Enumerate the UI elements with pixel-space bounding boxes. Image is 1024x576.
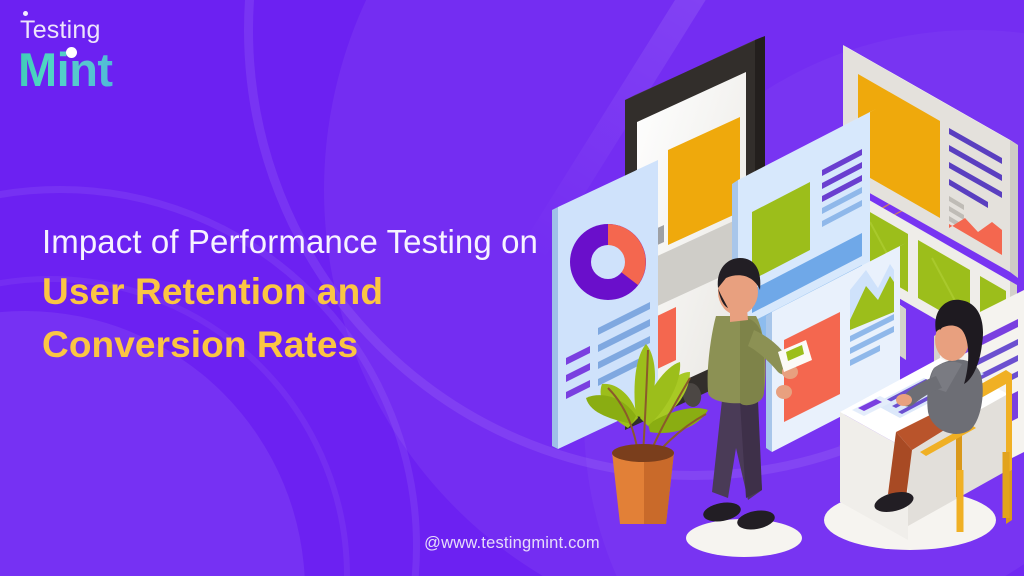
area-chart-card [766,243,906,452]
brand-logo[interactable]: Testing Mint [18,11,113,93]
logo-i-dot-icon [66,47,77,58]
potted-plant [586,344,708,524]
wall-dashboard-panel [843,45,1018,278]
headline-highlight-line-1: User Retention and [42,271,384,313]
logo-dot-icon [23,11,28,16]
headline-highlight-line-2: Conversion Rates [42,323,359,365]
donut-chart-card [552,160,658,449]
headline-block: Impact of Performance Testing on User Re… [42,222,538,371]
logo-word-testing: Testing [18,11,113,44]
website-url: @www.testingmint.com [424,534,600,552]
logo-testing-text: Testing [20,16,101,44]
headline-subtitle: Impact of Performance Testing on [42,223,539,260]
hero-illustration [540,0,1024,576]
standing-man-with-phone [686,258,812,557]
logo-word-mint: Mint [18,46,113,93]
seated-woman-at-desk [824,299,1012,550]
